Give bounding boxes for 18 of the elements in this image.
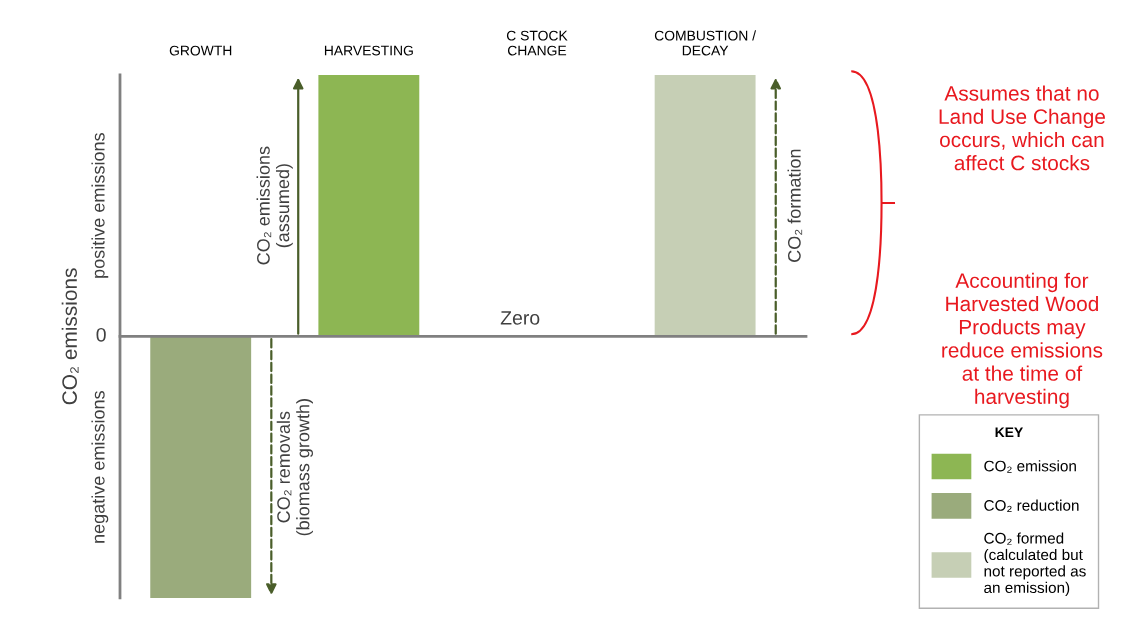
text: negative emissions [91, 391, 109, 543]
legend-title: KEY [995, 427, 1023, 438]
text: Assumes that no Land Use Change occurs, which can affect C stocks [939, 85, 1105, 171]
annotation: CO₂ formation [787, 149, 803, 262]
text: positive emissions [91, 133, 109, 278]
legend-label: CO₂ emission [984, 460, 1076, 473]
text: 0 [96, 327, 106, 342]
y-axis-title: CO₂ emissions [61, 268, 79, 405]
text: Accounting for Harvested Wood Products may reduce emissions at the time of harvesting [942, 272, 1103, 409]
x-tick-label: HARVESTING [324, 45, 413, 56]
x-tick-label: COMBUSTION / DECAY [654, 30, 757, 56]
legend-label: CO₂ formed (calculated but not reported as an emission) [984, 532, 1086, 597]
annotation: CO₂ removals (biomass growth) [276, 399, 313, 536]
x-tick-label: C STOCK CHANGE [506, 30, 568, 56]
x-tick-label: GROWTH [169, 45, 232, 56]
legend-label: CO₂ reduction [984, 499, 1079, 512]
annotation: CO₂ emissions (assumed) [256, 146, 293, 265]
annotation: Zero [500, 311, 540, 325]
